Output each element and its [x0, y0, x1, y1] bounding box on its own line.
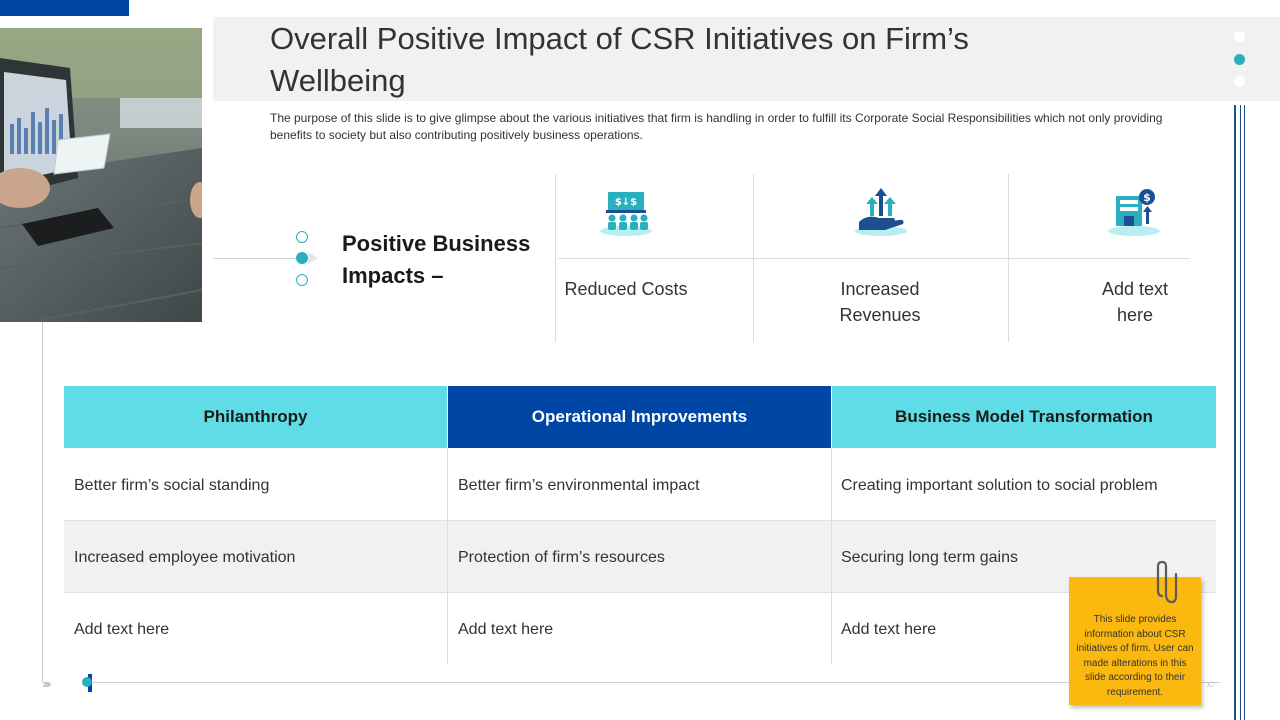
connector-line	[213, 258, 313, 259]
meeting-finance-icon: $↓$	[598, 186, 654, 238]
column-separator	[831, 448, 832, 664]
row-separator	[64, 592, 1216, 593]
table-cell: Better firm’s social standing	[74, 476, 270, 494]
table-cell: Add text here	[74, 620, 170, 638]
table-cell: Securing long term gains	[841, 548, 1018, 566]
table-row	[64, 449, 1216, 521]
left-rail-line	[42, 322, 43, 682]
right-rail-line	[1234, 105, 1236, 720]
impact-label-add-text: Add text here	[1101, 279, 1169, 325]
slide-description: The purpose of this slide is to give gli…	[270, 111, 1163, 142]
top-accent-bar	[0, 0, 129, 16]
nav-dot[interactable]	[1234, 31, 1245, 42]
table-cell: Protection of firm’s resources	[458, 548, 665, 566]
pointer-arrow	[308, 252, 318, 264]
timeline-marker	[82, 677, 92, 687]
svg-text:$: $	[1143, 191, 1151, 204]
impacts-heading: Positive Business Impacts –	[342, 231, 531, 288]
svg-text:$↓$: $↓$	[615, 197, 637, 208]
nav-dot[interactable]	[1234, 76, 1245, 87]
right-rail-line	[1240, 105, 1241, 720]
table-cell: Add text here	[458, 620, 554, 638]
growth-hand-icon	[853, 186, 909, 238]
table-cell: Add text here	[841, 620, 937, 638]
title-band	[213, 17, 1280, 101]
column-separator	[447, 448, 448, 664]
ring-marker	[296, 231, 308, 243]
column-divider	[555, 174, 556, 342]
chevron-end-icon: ›○	[1206, 676, 1215, 691]
table-cell: Better firm’s environmental impact	[458, 476, 700, 494]
row-divider	[558, 258, 1190, 259]
right-rail-line	[1244, 105, 1245, 720]
ring-marker	[296, 274, 308, 286]
page-title: Overall Positive Impact of CSR Initiativ…	[270, 21, 969, 98]
table-header-business-model-transformation: Business Model Transformation	[832, 386, 1216, 448]
table-header-philanthropy: Philanthropy	[64, 386, 447, 448]
sticky-note: This slide provides information about CS…	[1069, 577, 1201, 705]
table-cell: Increased employee motivation	[74, 548, 296, 566]
chevrons-icon: ›››››	[42, 676, 52, 691]
table-row	[64, 521, 1216, 593]
row-separator	[64, 520, 1216, 521]
building-dollar-icon: $	[1106, 186, 1162, 238]
table-row	[64, 593, 1216, 665]
table-header-operational-improvements: Operational Improvements	[448, 386, 831, 448]
impact-label-increased-revenues: Increased Revenues	[839, 279, 921, 325]
impact-label-reduced-costs: Reduced Costs	[564, 279, 688, 299]
table-cell: Creating important solution to social pr…	[841, 476, 1158, 494]
ring-marker-active	[296, 252, 308, 264]
paperclip-icon	[1148, 560, 1180, 610]
laptop-photo	[0, 28, 202, 322]
timeline-line	[90, 682, 1220, 683]
nav-dot-active[interactable]	[1234, 54, 1245, 65]
